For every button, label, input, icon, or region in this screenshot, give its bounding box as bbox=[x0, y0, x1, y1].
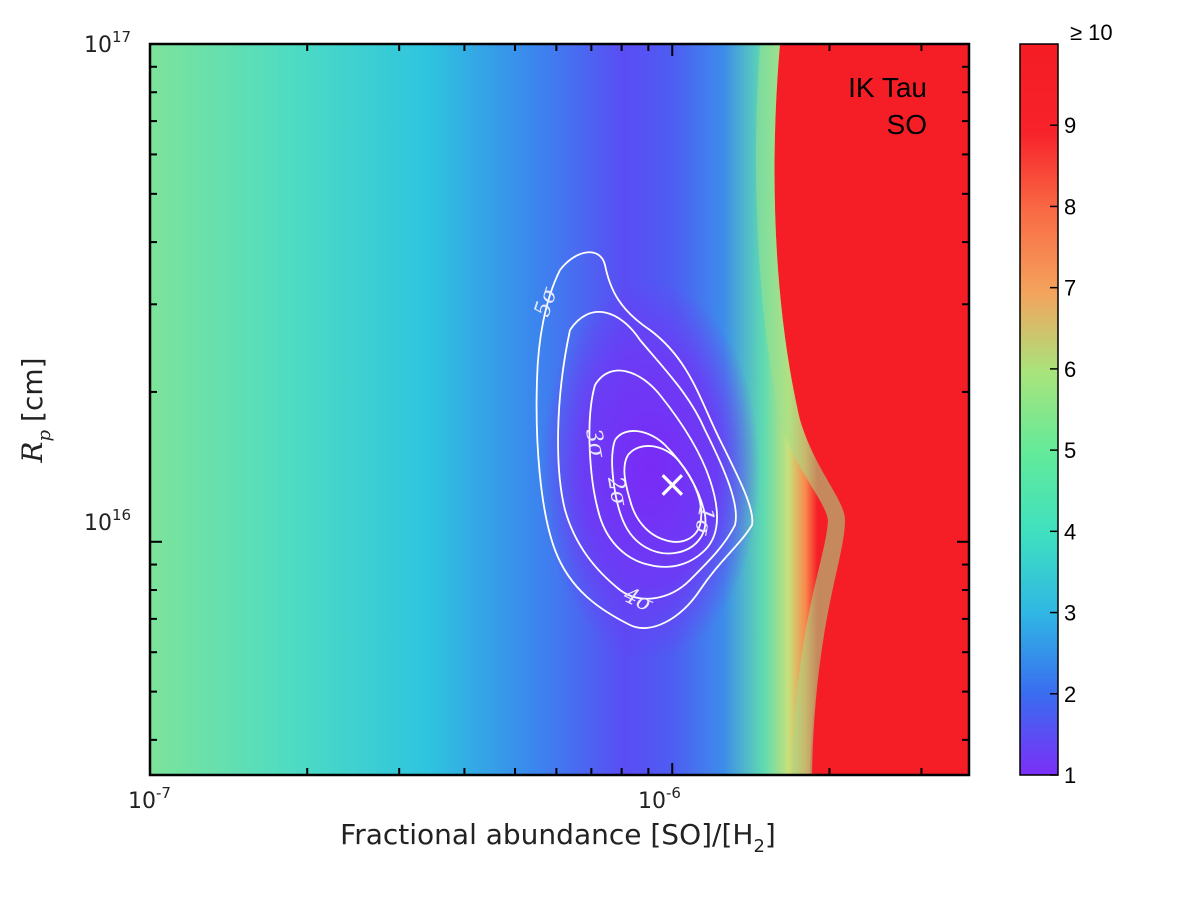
y-tick-label-1e17: 1017 bbox=[84, 28, 131, 58]
contour-5sigma bbox=[535, 251, 754, 629]
annotation-star-name: IK Tau bbox=[848, 72, 927, 103]
colorbar-tick-label: 6 bbox=[1064, 357, 1076, 382]
contour-3sigma bbox=[588, 369, 718, 568]
y-axis-label: Rp[cm] bbox=[16, 357, 55, 463]
colorbar-tick-label: 2 bbox=[1064, 682, 1076, 707]
y-tick-label-1e16: 1016 bbox=[84, 506, 131, 536]
x-tick-label-1e-6: 10-6 bbox=[638, 784, 681, 814]
colorbar-tick-label: 8 bbox=[1064, 194, 1076, 219]
plot-frame bbox=[148, 42, 971, 777]
x-axis-label: Fractional abundance [SO]/[H2] bbox=[340, 818, 776, 857]
contour-2sigma bbox=[611, 430, 707, 555]
contour-label-1sigma: 1σ bbox=[689, 504, 719, 538]
contour-1sigma bbox=[623, 445, 703, 543]
colorbar-tick-label: 4 bbox=[1064, 519, 1076, 544]
colorbar-tick-label: 9 bbox=[1064, 113, 1076, 138]
colorbar-top-label: ≥ 10 bbox=[1070, 20, 1113, 45]
colorbar-tick-label: 5 bbox=[1064, 438, 1076, 463]
best-fit-marker: × bbox=[656, 462, 688, 506]
annotation-molecule: SO bbox=[887, 109, 927, 140]
colorbar-tick-label: 3 bbox=[1064, 601, 1076, 626]
contour-label-2sigma: 2σ bbox=[602, 474, 632, 509]
axis-ticks bbox=[149, 43, 969, 775]
contour-label-3sigma: 3σ bbox=[580, 427, 610, 461]
colorbar-tick-label: 1 bbox=[1064, 763, 1076, 788]
colorbar-tick-label: 7 bbox=[1064, 276, 1076, 301]
x-tick-label-1e-7: 10-7 bbox=[128, 784, 171, 814]
contour-4sigma bbox=[557, 311, 737, 600]
heatmap-field bbox=[150, 44, 969, 775]
colorbar-ticks: 1 2 3 4 5 6 7 8 9 bbox=[1050, 113, 1076, 788]
colorbar bbox=[1019, 43, 1059, 776]
